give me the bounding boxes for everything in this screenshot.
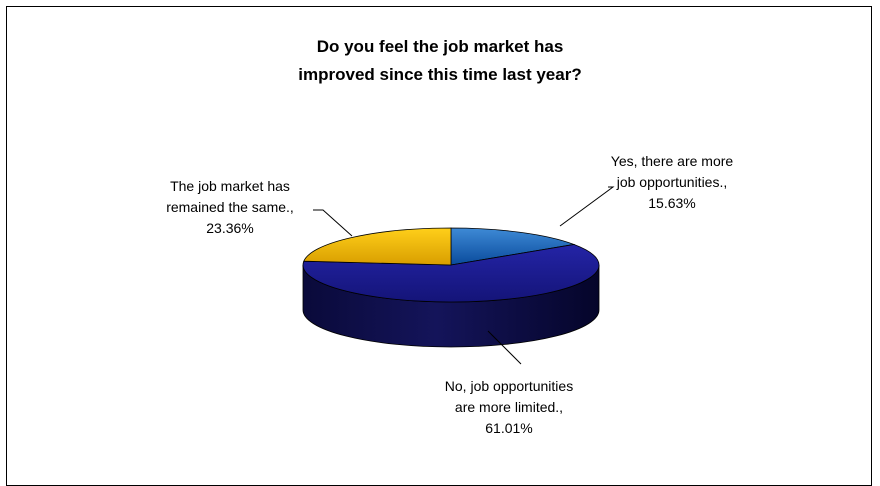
chart-title-line-2: improved since this time last year?	[298, 65, 582, 84]
pie-slice-1	[302, 244, 600, 303]
slice-label-1-line-1: are more limited.,	[455, 399, 563, 415]
slice-label-2-line-1: remained the same.,	[166, 199, 294, 215]
pie-slice-0	[450, 227, 576, 266]
chart-title-line-1: Do you feel the job market has	[316, 37, 564, 56]
pie-slice-2	[303, 227, 452, 266]
slice-label-0-line-1: job opportunities.,	[616, 174, 728, 190]
slice-label-1-line-0: No, job opportunities	[445, 378, 573, 394]
slice-label-0-line-0: Yes, there are more	[611, 153, 734, 169]
chart-title: Do you feel the job market has improved …	[0, 33, 880, 89]
leader-line-0	[559, 186, 615, 227]
slice-label-2-line-2: 23.36%	[206, 220, 253, 236]
leader-line-1	[487, 330, 522, 365]
slice-label-1-line-2: 61.01%	[485, 420, 532, 436]
slice-label-0-line-2: 15.63%	[648, 195, 695, 211]
leader-line-2	[313, 209, 353, 237]
slice-label-2-line-0: The job market has	[170, 178, 290, 194]
